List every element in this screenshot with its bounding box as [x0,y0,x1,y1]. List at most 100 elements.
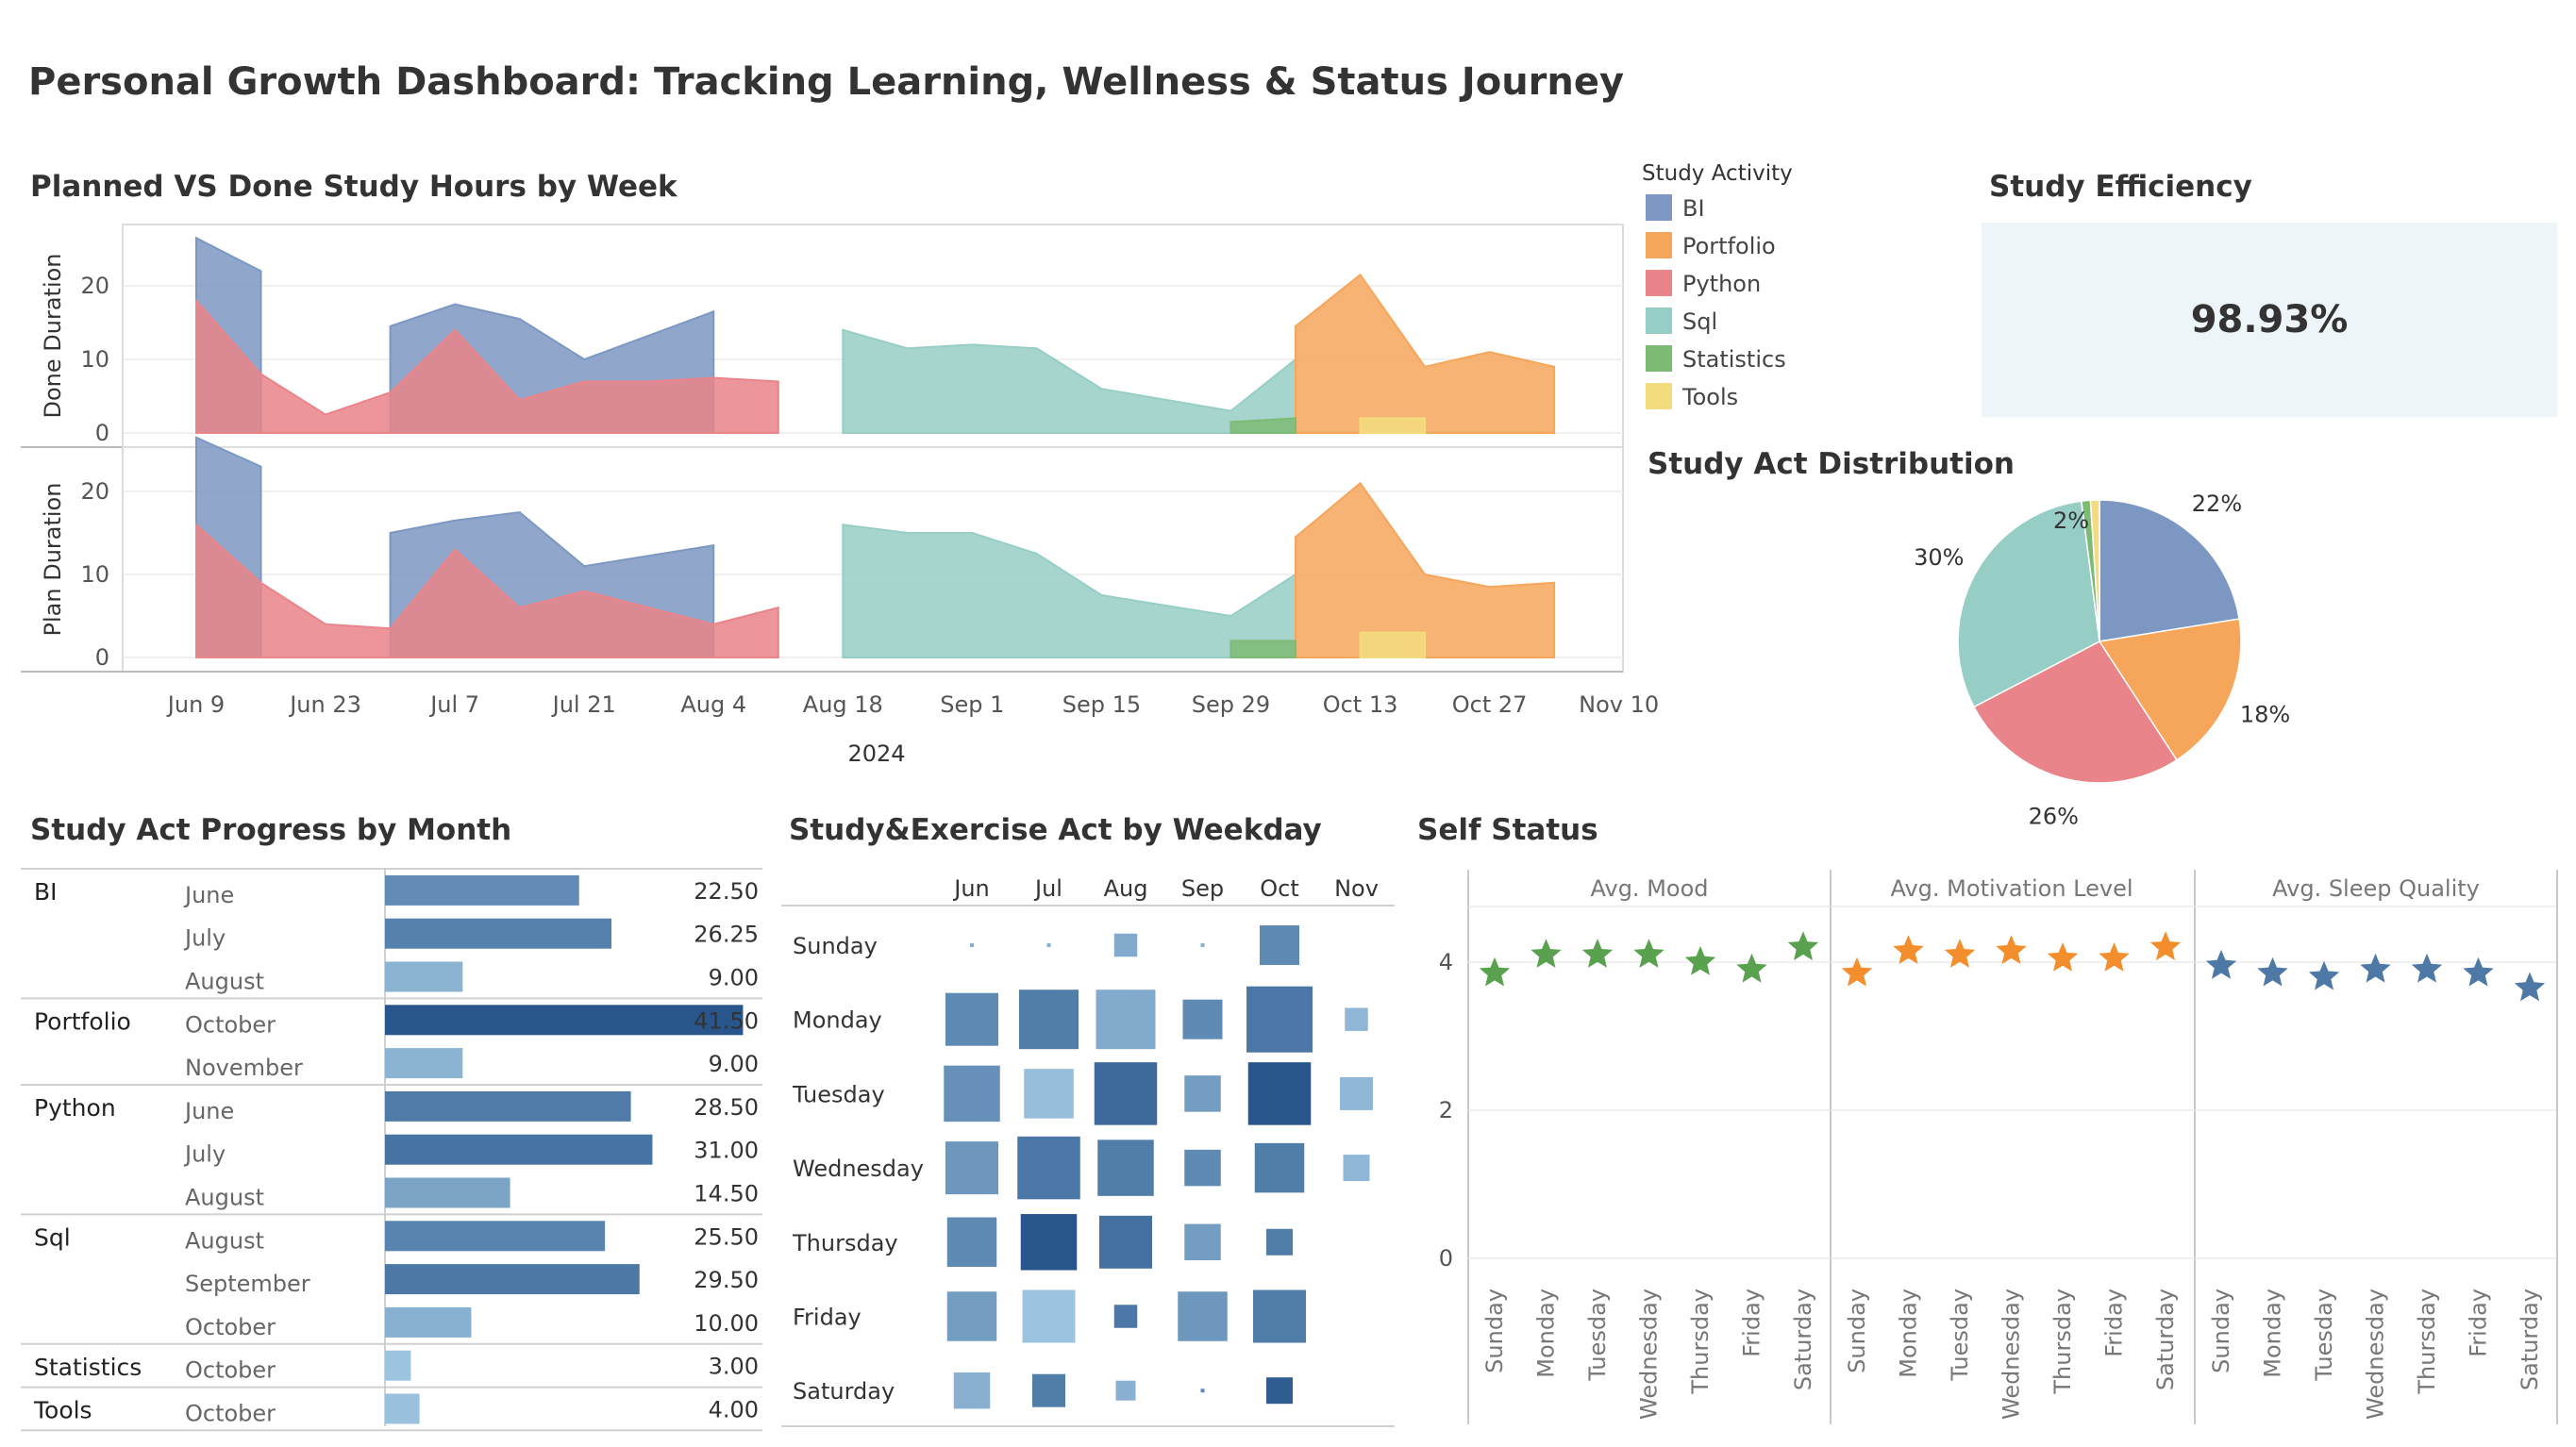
bar-group-label-bi: BI [34,878,58,906]
status-star-avg-motivation-level-tuesday [1944,939,1976,968]
bar-month-label: October [185,1401,276,1427]
bar-value-label: 4.00 [709,1397,759,1423]
heatmap-cell-sunday-jun [970,943,974,947]
legend-swatch-statistics [1646,345,1672,372]
pie-chart-title: Study Act Distribution [1648,447,2015,481]
bar-sql-september [385,1264,640,1295]
bar-group-label-sql: Sql [34,1223,71,1251]
status-star-avg-sleep-quality-saturday [2514,972,2546,1002]
area-x-tick-label: Sep 1 [940,691,1004,718]
legend-label-python: Python [1682,271,1761,297]
heatmap-cell-friday-aug [1113,1305,1138,1328]
bar-value-label: 28.50 [694,1094,759,1121]
pie-label-bi: 22% [2192,491,2242,517]
heatmap-column-label: Sep [1181,875,1224,902]
area-y-tick-label: 20 [80,478,109,505]
heatmap-cell-thursday-jul [1020,1214,1078,1271]
heatmap-cell-monday-sep [1182,999,1223,1040]
status-star-avg-mood-wednesday [1633,939,1664,968]
status-day-label: Saturday [1790,1289,1816,1390]
pie-chart: Study Act Distribution 22% 18% 26% 30% 2% [1648,447,2290,830]
heatmap-row-label: Tuesday [792,1081,885,1107]
status-star-avg-mood-tuesday [1581,939,1614,968]
heatmap-cell-tuesday-aug [1094,1062,1158,1125]
bar-sql-october [385,1306,472,1338]
status-star-avg-motivation-level-thursday [2047,942,2079,972]
bar-python-july [385,1134,653,1165]
heatmap-cell-wednesday-nov [1343,1155,1370,1182]
pie-label-portfolio: 18% [2240,702,2290,728]
heatmap-column-label: Aug [1104,875,1148,902]
area-x-tick-label: Jun 9 [166,691,225,718]
study-efficiency-card: Study Efficiency 98.93% [1982,170,2557,417]
heatmap-row-label: Sunday [793,933,878,959]
heatmap-cell-saturday-jun [953,1372,991,1409]
bar-group-label-statistics: Statistics [34,1354,142,1381]
bar-value-label: 41.50 [694,1007,759,1034]
bar-chart: Study Act Progress by Month BI June 22.50 J… [21,813,762,1432]
status-day-label: Sunday [2208,1289,2234,1373]
bar-tools-october [385,1393,420,1424]
heatmap-cell-tuesday-nov [1340,1076,1373,1110]
bar-value-label: 9.00 [709,1051,759,1077]
area-series-sql [842,328,1297,434]
bar-month-label: November [185,1055,303,1081]
heatmap-cell-monday-oct [1246,986,1313,1053]
bar-bi-july [385,918,611,949]
bar-bi-june [385,874,579,906]
heatmap-cell-friday-oct [1253,1289,1306,1343]
heatmap-row-label: Thursday [792,1230,898,1256]
area-series-statistics [1229,417,1297,434]
heatmap-row-label: Saturday [793,1378,895,1405]
status-day-label: Wednesday [2363,1289,2389,1420]
heatmap-column-label: Jul [1033,875,1062,902]
area-y-tick-label: 0 [95,644,109,671]
self-status-title: Self Status [1417,813,1598,847]
status-day-label: Tuesday [1584,1289,1611,1382]
pie-label-sql: 30% [1914,544,1964,571]
legend-swatch-bi [1646,194,1672,221]
area-series-python [195,297,779,434]
area-y-tick-label: 10 [80,561,109,588]
bar-value-label: 3.00 [709,1354,759,1380]
heatmap-column-label: Oct [1260,875,1299,902]
area-y-axis-title: Done Duration [40,253,66,418]
area-x-tick-label: Oct 13 [1323,691,1398,718]
bar-month-label: July [183,1141,226,1168]
bar-month-label: October [185,1011,276,1038]
legend-label-statistics: Statistics [1682,346,1786,373]
bar-chart-title: Study Act Progress by Month [30,813,511,847]
status-y-tick-label: 4 [1439,949,1453,975]
efficiency-value: 98.93% [2191,298,2349,341]
bar-month-label: September [185,1271,310,1297]
heatmap-cell-tuesday-jun [944,1065,1000,1123]
status-y-tick-label: 0 [1439,1245,1453,1272]
bar-month-label: June [183,882,234,908]
pie-slice-python [1972,640,2178,784]
heatmap-title: Study&Exercise Act by Weekday [789,813,1322,847]
status-day-label: Wednesday [1636,1289,1663,1420]
status-day-label: Saturday [2152,1289,2179,1390]
status-panel-header: Avg. Motivation Level [1890,875,2133,902]
legend-label-tools: Tools [1681,384,1738,410]
heatmap-cell-monday-jul [1019,990,1079,1050]
bar-portfolio-october [385,1005,744,1036]
area-series-python [195,522,779,658]
area-x-tick-label: Aug 4 [680,691,746,718]
status-star-avg-sleep-quality-thursday [2411,953,2443,983]
status-star-avg-motivation-level-wednesday [1996,935,2027,964]
status-day-label: Thursday [1687,1289,1714,1395]
status-day-label: Friday [2466,1289,2492,1357]
status-star-avg-sleep-quality-monday [2257,956,2288,987]
status-star-avg-mood-monday [1531,939,1562,968]
bar-python-august [385,1177,510,1208]
status-day-label: Tuesday [2311,1289,2337,1382]
heatmap-cell-friday-jul [1022,1289,1076,1343]
legend-swatch-tools [1646,383,1672,409]
heatmap-cell-thursday-jun [946,1217,997,1268]
area-y-axis-title: Plan Duration [40,483,66,637]
area-x-tick-label: Jul 21 [551,691,616,718]
area-x-tick-label: Jun 23 [288,691,361,718]
dashboard-title: Personal Growth Dashboard: Tracking Lear… [28,60,1624,104]
